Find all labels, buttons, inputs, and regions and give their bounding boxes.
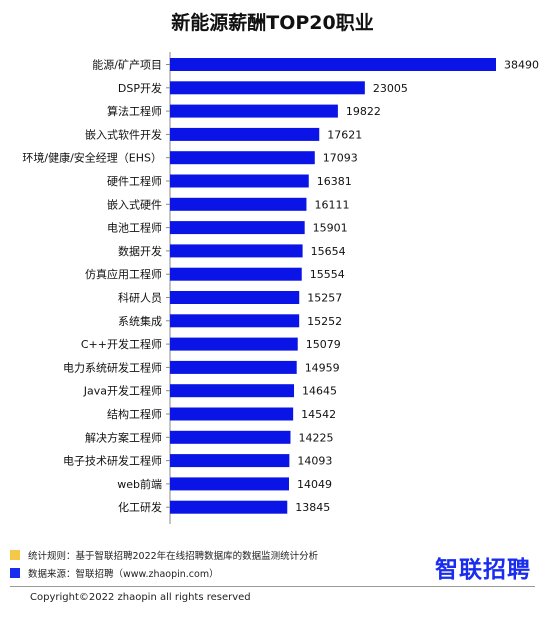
data-label: 38490 [504,59,539,72]
data-label: 14093 [297,455,332,468]
bar [170,81,365,95]
bar [170,58,496,71]
footer-divider [10,586,535,587]
data-label: 23005 [373,82,408,95]
bar [170,127,320,141]
bar [170,454,290,468]
bar [170,430,291,444]
bar [170,151,315,165]
chart-title: 新能源薪酬TOP20职业 [171,12,374,34]
bar [170,221,305,235]
legend-square-blue [10,568,20,578]
bar [170,477,289,491]
copyright-text: Copyright©2022 zhaopin all rights reserv… [30,592,251,603]
data-label: 14959 [305,361,340,374]
category-label: 环境/健康/安全经理（EHS） [22,151,162,165]
bar [170,174,309,188]
bar [170,360,297,374]
category-label: 电子技术研发工程师 [63,454,162,468]
category-label: 嵌入式硬件 [107,198,162,211]
category-label: 电池工程师 [107,222,162,235]
data-label: 17093 [323,152,358,165]
category-label: 化工研发 [118,500,162,514]
data-label: 14225 [298,431,333,444]
category-label: 系统集成 [118,314,162,328]
data-label: 15654 [311,245,346,258]
category-label: 结构工程师 [107,407,162,421]
data-label: 15554 [310,268,345,281]
category-label: 硬件工程师 [107,175,162,188]
bar [170,407,294,421]
data-label: 15252 [307,315,342,328]
bar-chart: 能源/矿产项目 38490 DSP开发 23005 算法工程师 19822 嵌入式软件开发 1… [22,52,539,524]
category-label: 数据开发 [118,244,162,258]
data-label: 16381 [317,175,352,188]
category-label: 电力系统研发工程师 [63,360,162,374]
category-label: 算法工程师 [107,104,162,118]
category-label: Java开发工程师 [83,384,162,398]
category-label: 能源/矿产项目 [92,58,162,72]
bar [170,337,298,351]
bar [170,267,302,281]
note-source: 数据来源：智联招聘（www.zhaopin.com） [10,566,219,580]
data-label: 19822 [346,105,381,118]
bar [170,500,288,514]
category-label: 解决方案工程师 [85,430,162,444]
data-label: 14049 [297,478,332,491]
legend-square-yellow [10,550,20,560]
data-label: 16111 [314,198,349,211]
category-label: 嵌入式软件开发 [85,127,162,141]
note-rule-text: 统计规则：基于智联招聘2022年在线招聘数据库的数据监测统计分析 [28,551,319,562]
category-label: 仿真应用工程师 [85,267,162,281]
data-label: 14542 [301,408,336,421]
data-label: 17621 [327,128,362,141]
category-label: 科研人员 [118,291,162,305]
bar [170,197,307,211]
note-source-text: 数据来源：智联招聘（www.zhaopin.com） [28,569,219,580]
bar [170,384,295,398]
category-label: C++开发工程师 [81,337,162,351]
data-label: 13845 [295,501,330,514]
bar [170,104,338,118]
bar [170,314,300,328]
data-label: 15079 [306,338,341,351]
category-label: web前端 [117,477,162,491]
note-rule: 统计规则：基于智联招聘2022年在线招聘数据库的数据监测统计分析 [10,548,318,562]
data-label: 14645 [302,385,337,398]
category-label: DSP开发 [118,81,162,95]
data-label: 15901 [313,222,348,235]
bar [170,291,300,304]
data-label: 15257 [307,292,342,305]
zhaopin-logo: 智联招聘 [435,557,531,583]
bar [170,244,303,258]
